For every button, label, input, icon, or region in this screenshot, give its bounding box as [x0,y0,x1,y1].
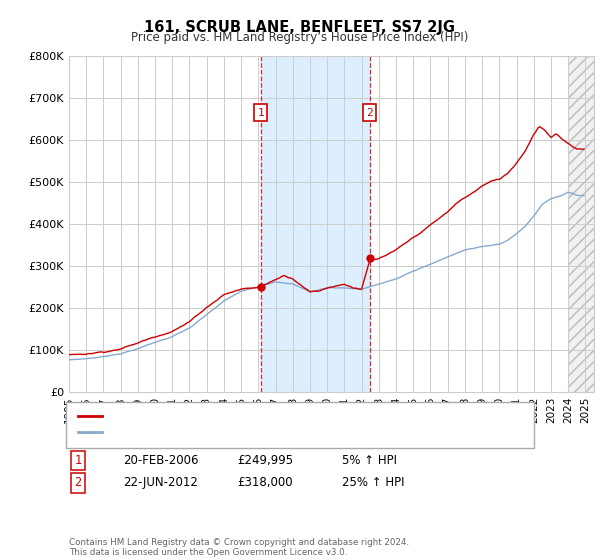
Text: 2: 2 [367,108,373,118]
Text: 161, SCRUB LANE, BENFLEET, SS7 2JG (detached house): 161, SCRUB LANE, BENFLEET, SS7 2JG (deta… [106,410,416,421]
Text: 20-FEB-2006: 20-FEB-2006 [123,454,199,467]
Text: HPI: Average price, detached house, Castle Point: HPI: Average price, detached house, Cast… [106,427,373,437]
Text: 5% ↑ HPI: 5% ↑ HPI [342,454,397,467]
Bar [568,56,594,392]
Text: £249,995: £249,995 [237,454,293,467]
Text: £318,000: £318,000 [237,476,293,489]
Bar [260,56,370,392]
Text: Price paid vs. HM Land Registry’s House Price Index (HPI): Price paid vs. HM Land Registry’s House … [131,31,469,44]
Text: 2: 2 [74,476,82,489]
Text: 25% ↑ HPI: 25% ↑ HPI [342,476,404,489]
Text: 22-JUN-2012: 22-JUN-2012 [123,476,198,489]
Bar [568,56,594,392]
Text: 161, SCRUB LANE, BENFLEET, SS7 2JG: 161, SCRUB LANE, BENFLEET, SS7 2JG [145,20,455,35]
Text: 1: 1 [74,454,82,467]
Text: 1: 1 [257,108,264,118]
Text: Contains HM Land Registry data © Crown copyright and database right 2024.
This d: Contains HM Land Registry data © Crown c… [69,538,409,557]
